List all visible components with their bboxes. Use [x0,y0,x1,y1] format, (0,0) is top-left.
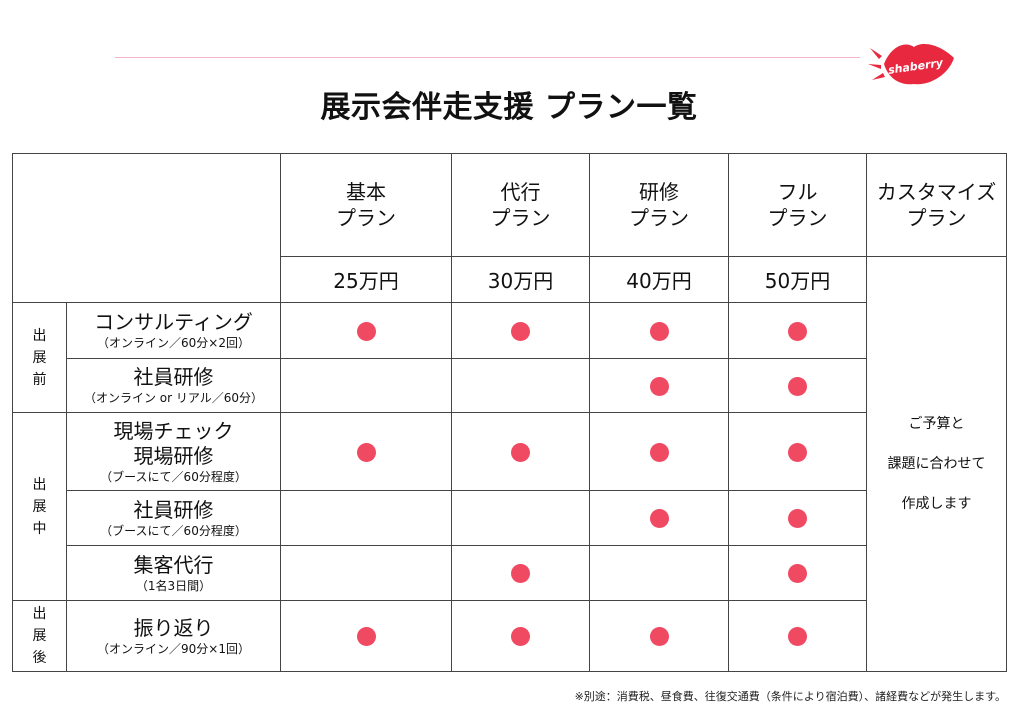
mark-cell [589,545,729,601]
service-note: （ブースにて／60分程度） [100,523,247,538]
service-name: 社員研修 [133,365,214,389]
mark-cell [451,600,590,672]
corner-cell [12,153,281,303]
included-dot-icon [511,564,530,583]
included-dot-icon [788,564,807,583]
included-dot-icon [788,627,807,646]
mark-cell [280,412,452,491]
mark-cell [589,490,729,546]
price-row: 25万円 30万円 40万円 50万円 ご予算と 課題に合わせて 作成します [13,256,1007,672]
service-name: コンサルティング [94,310,253,334]
mark-cell [451,490,590,546]
table-row: 出展後 振り返り （オンライン／90分×1回） [12,600,1007,672]
phase-label-before: 出展前 [12,302,67,413]
price-full: 50万円 [728,256,867,303]
logo-lips-icon [884,44,954,85]
included-dot-icon [788,321,807,341]
mark-cell [280,302,452,359]
table-row: 集客代行 （1名3日間） [13,545,1007,601]
mark-cell [589,358,729,413]
mark-cell [589,600,729,672]
plan-header-agency: 代行 プラン [451,153,590,257]
included-dot-icon [649,376,669,396]
mark-cell [589,302,729,359]
included-dot-icon [511,442,530,462]
custom-plan-note: ご予算と 課題に合わせて 作成します [866,256,1007,672]
included-dot-icon [649,321,669,341]
plan-table: 基本 プラン 代行 プラン 研修 プラン フル プラン カスタマイズ プラン 25万円 3… [12,153,1007,672]
service-cell: コンサルティング （オンライン／60分×2回） [66,302,281,359]
price-basic: 25万円 [280,256,452,303]
included-dot-icon [356,442,376,462]
price-training: 40万円 [589,256,729,303]
mark-cell [451,358,590,413]
included-dot-icon [356,627,376,646]
service-note: （ブースにて／60分程度） [100,469,247,484]
mark-cell [728,490,867,546]
mark-cell [728,302,867,359]
service-note: （オンライン or リアル／60分） [83,391,264,405]
mark-cell [280,490,452,546]
mark-cell [280,545,452,601]
included-dot-icon [649,509,669,528]
included-dot-icon [511,627,530,646]
phase-label-during: 出展中 [12,412,67,601]
mark-cell [280,358,452,413]
page-title: 展示会伴走支援 プラン一覧 [320,90,698,125]
included-dot-icon [649,627,669,646]
service-note: （オンライン／90分×1回） [97,641,250,656]
shaberry-logo: shaberry [868,44,954,85]
service-note: （1名3日間） [135,578,212,593]
service-name: 現場チェック [113,418,234,443]
service-name: 社員研修 [133,497,214,522]
plan-header-custom: カスタマイズ プラン [866,153,1007,257]
service-name: 集客代行 [133,552,214,577]
mark-cell [728,412,867,491]
service-cell: 社員研修 （オンライン or リアル／60分） [66,358,281,413]
included-dot-icon [788,442,807,462]
phase-label-after: 出展後 [12,600,67,672]
top-divider [115,57,860,58]
table-row: 社員研修 （ブースにて／60分程度） [13,490,1007,546]
included-dot-icon [788,376,807,396]
footnote: ※別途：消費税、昼食費、往復交通費（条件により宿泊費）、諸経費などが発生します。 [574,690,1006,703]
plan-header-basic: 基本 プラン [280,153,452,257]
service-cell: 振り返り （オンライン／90分×1回） [66,600,281,672]
mark-cell [451,545,590,601]
included-dot-icon [511,321,530,341]
service-name: 現場研修 [133,443,214,468]
service-note: （オンライン／60分×2回） [97,336,250,350]
service-cell: 集客代行 （1名3日間） [66,545,281,601]
header-row: 基本 プラン 代行 プラン 研修 プラン フル プラン カスタマイズ プラン [12,153,1007,303]
logo-rays-icon [868,48,885,80]
service-cell: 社員研修 （ブースにて／60分程度） [66,490,281,546]
mark-cell [451,302,590,359]
mark-cell [280,600,452,672]
table-row: 出展中 現場チェック 現場研修 （ブースにて／60分程度） [12,412,1007,601]
included-dot-icon [649,442,669,462]
mark-cell [451,412,590,491]
plan-header-full: フル プラン [728,153,867,257]
service-cell: 現場チェック 現場研修 （ブースにて／60分程度） [66,412,281,491]
included-dot-icon [788,509,807,528]
service-name: 振り返り [133,615,214,640]
mark-cell [728,358,867,413]
mark-cell [728,600,867,672]
plan-header-training: 研修 プラン [589,153,729,257]
table-row: 出展前 コンサルティング （オンライン／60分×2回） [12,302,1007,413]
table-row: 社員研修 （オンライン or リアル／60分） [13,358,1007,413]
included-dot-icon [356,321,376,341]
mark-cell [728,545,867,601]
price-agency: 30万円 [451,256,590,303]
mark-cell [589,412,729,491]
